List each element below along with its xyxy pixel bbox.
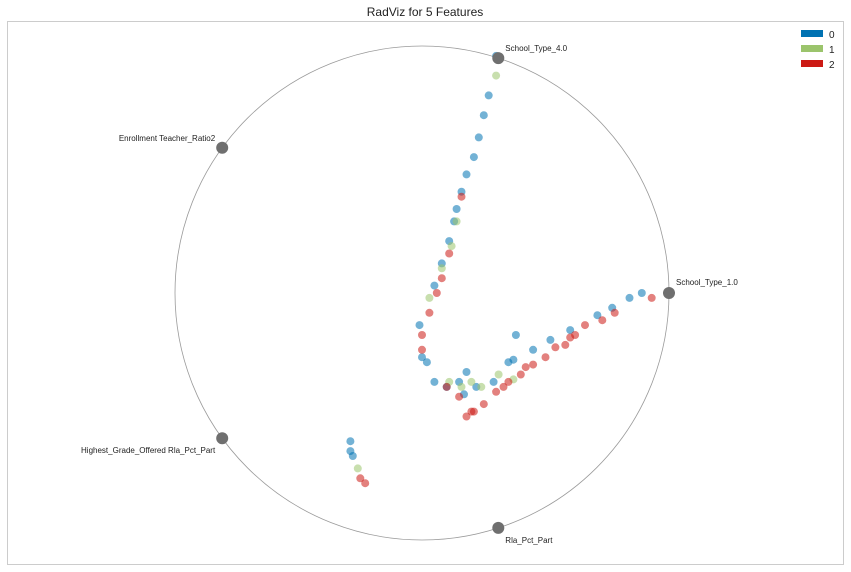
point-class-0-15 [430, 377, 439, 386]
legend-swatch-2 [801, 60, 823, 67]
point-class-0-3 [474, 133, 483, 142]
point-class-2-23 [457, 192, 466, 201]
point-class-0-20 [489, 377, 498, 386]
point-class-1-6 [457, 382, 466, 391]
anchor-label-4: Rla_Pct_Part [505, 536, 553, 545]
anchor-label-1: School_Type_4.0 [505, 44, 567, 53]
point-class-0-24 [566, 326, 575, 335]
point-class-2-21 [437, 274, 446, 283]
point-class-1-4 [425, 293, 434, 302]
point-class-0-30 [346, 437, 355, 446]
point-class-0-28 [625, 293, 634, 302]
point-class-2-12 [479, 400, 488, 409]
unit-circle [174, 45, 670, 541]
point-class-1-10 [467, 377, 476, 386]
anchors-layer: School_Type_1.0 School_Type_4.0 Enrollment… [81, 44, 738, 545]
point-class-2-24 [418, 345, 426, 354]
point-class-2-1 [610, 308, 619, 317]
anchor-point-1 [492, 52, 505, 65]
chart-title: RadViz for 5 Features [367, 5, 484, 19]
point-class-1-3 [437, 264, 446, 273]
point-class-2-25 [356, 474, 365, 483]
axes-frame [7, 21, 844, 565]
point-class-1-9 [353, 464, 362, 473]
point-class-0-23 [546, 335, 555, 344]
point-class-2-6 [551, 343, 560, 352]
point-class-0-33 [462, 368, 471, 376]
point-class-2-26 [361, 479, 370, 488]
point-class-2-15 [469, 407, 478, 416]
point-class-1-0 [492, 71, 501, 80]
point-class-0-14 [422, 358, 431, 367]
anchor-point-4 [492, 521, 505, 534]
point-class-0-22 [529, 345, 538, 354]
anchor-label-3: Highest_Grade_Offered Rla_Pct_Part [81, 446, 216, 455]
anchor-point-3 [216, 432, 229, 445]
point-class-2-29 [566, 333, 575, 342]
point-class-2-20 [432, 289, 441, 297]
legend: 0 1 2 [801, 30, 835, 71]
point-class-0-4 [469, 153, 478, 162]
point-class-0-29 [509, 355, 518, 364]
point-class-1-1 [452, 217, 461, 226]
point-class-2-3 [581, 321, 589, 330]
point-class-2-19 [425, 308, 434, 317]
point-class-2-8 [529, 360, 538, 369]
legend-label-1: 1 [829, 45, 835, 56]
points-layer [346, 51, 656, 488]
legend-swatch-1 [801, 45, 823, 52]
anchor-label-0: School_Type_1.0 [676, 278, 738, 287]
point-class-1-11 [494, 370, 503, 379]
point-class-0-12 [415, 321, 424, 330]
point-class-2-18 [418, 331, 426, 339]
legend-swatch-0 [801, 30, 823, 37]
point-class-2-5 [561, 340, 570, 349]
point-class-2-11 [492, 387, 501, 396]
point-class-0-5 [462, 170, 471, 179]
legend-label-2: 2 [829, 60, 835, 71]
point-class-0-34 [511, 331, 520, 339]
point-class-0-13 [418, 353, 426, 362]
point-class-1-2 [447, 242, 456, 251]
point-class-0-2 [479, 111, 488, 120]
point-class-2-7 [541, 353, 550, 362]
point-class-2-22 [445, 249, 454, 258]
anchor-point-0 [663, 287, 675, 299]
point-class-0-25 [593, 311, 602, 320]
point-class-2-16 [455, 392, 464, 401]
point-class-2-2 [598, 316, 607, 325]
point-class-0-32 [348, 452, 357, 460]
point-class-0-7 [452, 205, 461, 213]
point-class-2-27 [499, 382, 508, 391]
point-class-1-8 [477, 382, 486, 391]
legend-label-0: 0 [829, 30, 835, 41]
point-class-0-1 [484, 91, 493, 100]
anchor-point-2 [216, 141, 229, 154]
point-class-2-17 [442, 382, 451, 391]
anchor-label-2: Enrollment Teacher_Ratio2 [119, 134, 216, 143]
point-class-2-28 [521, 363, 530, 372]
point-class-2-14 [462, 412, 471, 421]
point-class-0-11 [430, 281, 439, 290]
point-class-2-10 [504, 377, 513, 386]
point-class-0-27 [637, 289, 646, 297]
point-class-2-0 [647, 293, 656, 302]
point-class-2-9 [516, 370, 525, 379]
